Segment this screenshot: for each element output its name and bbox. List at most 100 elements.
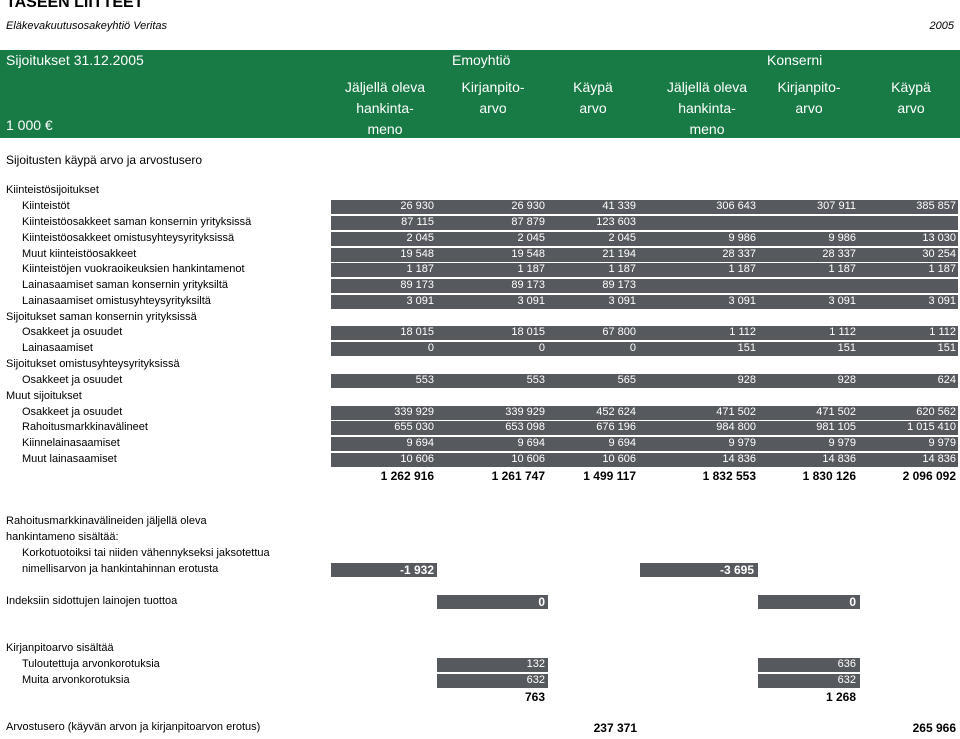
note-index-parent-value: 0 xyxy=(538,595,545,609)
table-row: Muut lainasaamiset 10 606 10 606 10 606 14 8… xyxy=(0,452,960,468)
col-header-fair-parent: Käypä arvo xyxy=(573,79,613,116)
cell-bg xyxy=(860,200,958,214)
cell-value: 620 562 xyxy=(916,406,956,418)
col-header-book-consolidated: Kirjanpito-arvo xyxy=(777,79,841,116)
cell-bg xyxy=(860,216,958,230)
total-value: 2 096 092 xyxy=(902,469,956,483)
cell-value: 1 187 xyxy=(406,263,434,275)
table-row: Rahoitusmarkkinavälineet 655 030 653 098 67… xyxy=(0,420,960,436)
cell-bg xyxy=(758,674,860,688)
cell-value: 1 112 xyxy=(929,326,956,338)
note-book-total-row: 763 1 268 xyxy=(0,689,960,705)
cell-bg xyxy=(758,437,860,451)
row-label: Osakkeet ja osuudet xyxy=(22,374,123,386)
cell-bg xyxy=(331,421,437,435)
cell-value: 3 091 xyxy=(928,295,956,307)
cell-bg xyxy=(637,437,758,451)
category-label: Sijoitukset omistusyhteysyrityksissä xyxy=(6,358,180,370)
cell-bg xyxy=(331,342,437,356)
table-row: Osakkeet ja osuudet 553 553 565 928 928 624 xyxy=(0,373,960,389)
valuation-difference-row: Arvostusero (käyvän arvon ja kirjanpitoa… xyxy=(0,720,960,736)
row-label: Osakkeet ja osuudet xyxy=(22,406,123,418)
cell-bg xyxy=(331,232,437,246)
cell-value: 1 015 410 xyxy=(907,421,956,433)
cell-bg xyxy=(437,674,548,688)
cell-bg xyxy=(860,263,958,277)
group-parent-label: Emoyhtiö xyxy=(452,52,511,68)
table-row: Muut kiinteistöosakkeet 19 548 19 548 21 19… xyxy=(0,247,960,263)
cell-value: 3 091 xyxy=(406,295,434,307)
col-header-book-parent: Kirjanpito-arvo xyxy=(461,79,525,116)
note-book-item1-consolidated: 636 xyxy=(837,658,856,670)
cell-bg xyxy=(331,295,437,309)
cell-value: 3 091 xyxy=(828,295,856,307)
cell-value: 14 836 xyxy=(922,453,956,465)
cell-bg xyxy=(331,279,437,293)
cell-value: 9 986 xyxy=(828,232,856,244)
table-row: Kiinteistösijoitukset xyxy=(0,183,960,199)
company-name: Eläkevakuutusosakeyhtiö Veritas xyxy=(6,20,168,32)
col-header-remaining-consolidated: Jäljellä oleva hankinta-meno xyxy=(666,79,748,137)
valuation-difference-consolidated: 265 966 xyxy=(912,721,956,735)
cell-bg xyxy=(437,295,548,309)
cell-bg xyxy=(548,232,637,246)
cell-bg xyxy=(758,421,860,435)
cell-value: 339 929 xyxy=(394,406,434,418)
cell-value: 3 091 xyxy=(728,295,756,307)
cell-value: 89 173 xyxy=(400,279,434,291)
cell-bg xyxy=(637,279,758,293)
cell-bg xyxy=(548,374,637,388)
cell-value: 26 930 xyxy=(400,200,434,212)
cell-value: 339 929 xyxy=(505,406,545,418)
cell-bg xyxy=(331,563,437,577)
table-row: Osakkeet ja osuudet 339 929 339 929 452 624… xyxy=(0,405,960,421)
cell-value: 1 187 xyxy=(608,263,636,275)
cell-bg xyxy=(860,437,958,451)
row-label: Kiinteistöt xyxy=(22,200,70,212)
cell-value: 123 603 xyxy=(596,216,636,228)
cell-bg xyxy=(331,248,437,262)
table-header-band: Sijoitukset 31.12.2005 Emoyhtiö Konserni… xyxy=(0,50,960,138)
cell-bg xyxy=(637,248,758,262)
cell-bg xyxy=(860,279,958,293)
cell-value: 9 694 xyxy=(517,437,545,449)
cell-value: 2 045 xyxy=(608,232,636,244)
valuation-difference-label: Arvostusero (käyvän arvon ja kirjanpitoa… xyxy=(6,721,261,733)
cell-value: 19 548 xyxy=(400,248,434,260)
row-label: Muut kiinteistöosakkeet xyxy=(22,248,137,260)
cell-value: 30 254 xyxy=(922,248,956,260)
cell-value: 984 800 xyxy=(716,421,756,433)
table-row: Sijoitukset omistusyhteysyrityksissä xyxy=(0,357,960,373)
cell-value: 307 911 xyxy=(817,200,856,212)
cell-bg xyxy=(758,453,860,467)
total-value: 1 832 553 xyxy=(702,469,756,483)
total-value: 1 499 117 xyxy=(583,469,636,483)
cell-value: 2 045 xyxy=(406,232,434,244)
note-book-label: Kirjanpitoarvo sisältää xyxy=(6,642,114,654)
cell-value: 2 045 xyxy=(517,232,545,244)
note-book-item2-row: Muita arvonkorotuksia 632 632 xyxy=(0,673,960,689)
cell-value: 452 624 xyxy=(596,406,636,418)
cell-value: 471 502 xyxy=(816,406,856,418)
cell-bg xyxy=(860,326,958,340)
cell-bg xyxy=(331,200,437,214)
note-remaining-text-3: Korkotuotoiksi tai niiden vähennykseksi … xyxy=(22,547,270,559)
cell-value: 1 187 xyxy=(517,263,545,275)
row-label: Rahoitusmarkkinavälineet xyxy=(22,421,148,433)
cell-bg xyxy=(437,421,548,435)
cell-value: 553 xyxy=(526,374,545,386)
table-row: Kiinteistöosakkeet saman konsernin yrity… xyxy=(0,215,960,231)
cell-bg xyxy=(860,453,958,467)
cell-bg xyxy=(758,200,860,214)
table-row: Lainasaamiset 0 0 0 151 151 151 xyxy=(0,341,960,357)
category-label: Sijoitukset saman konsernin yrityksissä xyxy=(6,311,197,323)
note-index-label: Indeksiin sidottujen lainojen tuottoa xyxy=(6,595,178,607)
cell-bg xyxy=(331,216,437,230)
table-row: Kiinteistöjen vuokraoikeuksien hankintam… xyxy=(0,262,960,278)
cell-bg xyxy=(437,216,548,230)
row-label: Kiinteistöjen vuokraoikeuksien hankintam… xyxy=(22,263,245,275)
cell-bg xyxy=(548,295,637,309)
cell-bg xyxy=(437,248,548,262)
cell-value: 10 606 xyxy=(400,453,434,465)
cell-bg xyxy=(758,595,860,609)
